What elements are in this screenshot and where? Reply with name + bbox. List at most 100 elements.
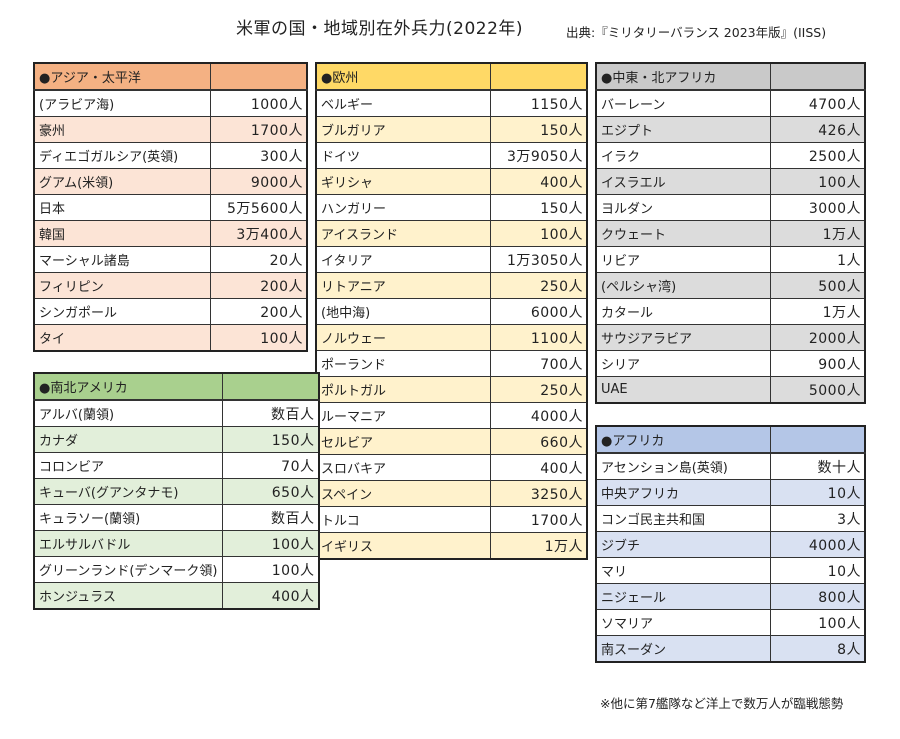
location-name: アルバ(蘭領) (33, 399, 223, 427)
troop-count: 100人 (490, 220, 588, 247)
troop-count: 10人 (770, 479, 866, 506)
location-name: ハンガリー (315, 194, 491, 221)
table-africa: ●アフリカ アセンション島(英領) 数十人 中央アフリカ 10人 コンゴ民主共和国 3人 ジブ… (595, 425, 866, 663)
troop-count: 200人 (210, 272, 308, 299)
troop-count: 3250人 (490, 480, 588, 507)
troop-count: 4000人 (770, 531, 866, 558)
table-row: アルバ(蘭領) 数百人 (33, 399, 319, 427)
location-name: サウジアラビア (595, 324, 771, 351)
region-header-row: ●アジア・太平洋 (33, 62, 308, 91)
troop-count: 9000人 (210, 168, 308, 195)
location-name: (ペルシャ湾) (595, 272, 771, 299)
table-row: グリーンランド(デンマーク領) 100人 (33, 556, 319, 583)
location-name: シリア (595, 350, 771, 377)
table-row: ディエゴガルシア(英領) 300人 (33, 142, 308, 169)
location-name: ディエゴガルシア(英領) (33, 142, 211, 169)
table-row: ハンガリー 150人 (315, 194, 588, 221)
table-row: シリア 900人 (595, 350, 866, 377)
region-header-blank (770, 62, 866, 91)
troop-count: 700人 (490, 350, 588, 377)
location-name: コロンビア (33, 452, 223, 479)
troop-count: 200人 (210, 298, 308, 325)
troop-count: 500人 (770, 272, 866, 299)
table-row: シンガポール 200人 (33, 298, 308, 325)
location-name: ニジェール (595, 583, 771, 610)
region-header-row: ●アフリカ (595, 425, 866, 454)
troop-count: 5000人 (770, 376, 866, 404)
table-row: (アラビア海) 1000人 (33, 89, 308, 117)
table-row: サウジアラビア 2000人 (595, 324, 866, 351)
location-name: 豪州 (33, 116, 211, 143)
table-row: ブルガリア 150人 (315, 116, 588, 143)
location-name: ポーランド (315, 350, 491, 377)
table-row: セルビア 660人 (315, 428, 588, 455)
table-middle-east-north-africa: ●中東・北アフリカ バーレーン 4700人 エジプト 426人 イラク 2500人 イスラエル… (595, 62, 866, 404)
table-row: エジプト 426人 (595, 116, 866, 143)
region-header: ●中東・北アフリカ (595, 62, 771, 91)
troop-count: 1万人 (490, 532, 588, 560)
table-row: (ペルシャ湾) 500人 (595, 272, 866, 299)
troop-count: 1100人 (490, 324, 588, 351)
page-title: 米軍の国・地域別在外兵力(2022年) (236, 19, 524, 39)
location-name: イラク (595, 142, 771, 169)
region-header-row: ●南北アメリカ (33, 372, 319, 401)
table-row: ヨルダン 3000人 (595, 194, 866, 221)
location-name: 南スーダン (595, 635, 771, 663)
table-americas: ●南北アメリカ アルバ(蘭領) 数百人 カナダ 150人 コロンビア 70人 キューバ(グアン… (33, 372, 320, 610)
table-row: ギリシャ 400人 (315, 168, 588, 195)
location-name: ヨルダン (595, 194, 771, 221)
location-name: フィリピン (33, 272, 211, 299)
troop-count: 10人 (770, 557, 866, 584)
troop-count: 3万9050人 (490, 142, 588, 169)
table-row: グアム(米領) 9000人 (33, 168, 308, 195)
troop-count: 400人 (490, 454, 588, 481)
troop-count: 70人 (221, 452, 319, 479)
troop-count: 400人 (490, 168, 588, 195)
location-name: エルサルバドル (33, 530, 223, 557)
troop-count: 数百人 (221, 399, 319, 427)
troop-count: 426人 (770, 116, 866, 143)
location-name: (地中海) (315, 298, 491, 325)
location-name: クウェート (595, 220, 771, 247)
location-name: ブルガリア (315, 116, 491, 143)
table-row: コロンビア 70人 (33, 452, 319, 479)
location-name: リトアニア (315, 272, 491, 299)
location-name: エジプト (595, 116, 771, 143)
region-header-blank (221, 372, 319, 401)
location-name: タイ (33, 324, 211, 352)
location-name: (アラビア海) (33, 89, 211, 117)
troop-count: 1000人 (210, 89, 308, 117)
troop-count: 900人 (770, 350, 866, 377)
troop-count: 1万人 (770, 220, 866, 247)
troop-count: 150人 (490, 116, 588, 143)
table-row: コンゴ民主共和国 3人 (595, 505, 866, 532)
table-row: スロバキア 400人 (315, 454, 588, 481)
troop-count: 250人 (490, 376, 588, 403)
troop-count: 100人 (210, 324, 308, 352)
location-name: トルコ (315, 506, 491, 533)
troop-count: 3万400人 (210, 220, 308, 247)
table-row: アイスランド 100人 (315, 220, 588, 247)
location-name: マリ (595, 557, 771, 584)
location-name: 日本 (33, 194, 211, 221)
location-name: ルーマニア (315, 402, 491, 429)
troop-count: 660人 (490, 428, 588, 455)
table-row: ジブチ 4000人 (595, 531, 866, 558)
region-header: ●アジア・太平洋 (33, 62, 211, 91)
region-header-blank (210, 62, 308, 91)
location-name: セルビア (315, 428, 491, 455)
table-row: リビア 1人 (595, 246, 866, 273)
table-row: トルコ 1700人 (315, 506, 588, 533)
location-name: カナダ (33, 426, 223, 453)
table-row: 豪州 1700人 (33, 116, 308, 143)
troop-count: 250人 (490, 272, 588, 299)
table-row: クウェート 1万人 (595, 220, 866, 247)
location-name: バーレーン (595, 89, 771, 117)
troop-count: 1万3050人 (490, 246, 588, 273)
table-row: イラク 2500人 (595, 142, 866, 169)
troop-count: 100人 (221, 530, 319, 557)
table-row: ノルウェー 1100人 (315, 324, 588, 351)
troop-count: 150人 (490, 194, 588, 221)
troop-count: 4700人 (770, 89, 866, 117)
troop-count: 8人 (770, 635, 866, 663)
